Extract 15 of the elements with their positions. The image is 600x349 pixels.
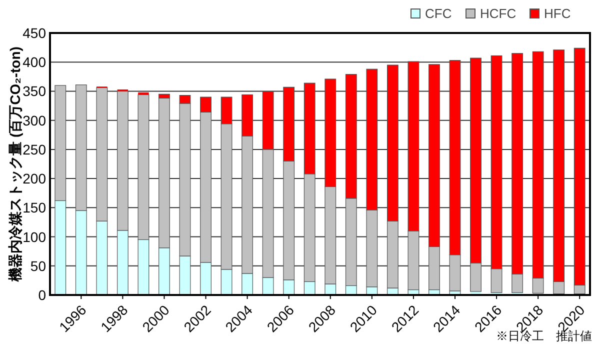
text: ※日冷工 推計値 <box>496 329 592 343</box>
y-tick-label: 200 <box>22 170 46 187</box>
y-tick-label: 150 <box>22 200 46 216</box>
y-tick-label: 250 <box>22 141 46 158</box>
y-tick-label: 100 <box>22 228 46 245</box>
y-axis-title: 機器内冷媒ストック量 (百万CO₂-ton) <box>7 46 23 282</box>
legend-label: HFC <box>544 6 571 21</box>
y-tick-label: 0 <box>38 287 46 303</box>
y-tick-label: 450 <box>22 25 46 41</box>
y-tick-label: 300 <box>22 112 46 128</box>
y-tick-label: 350 <box>22 83 46 100</box>
legend-label: HCFC <box>480 6 516 21</box>
y-tick-label: 400 <box>22 54 46 70</box>
y-tick-label: 50 <box>30 258 46 274</box>
legend-label: CFC <box>425 6 452 21</box>
